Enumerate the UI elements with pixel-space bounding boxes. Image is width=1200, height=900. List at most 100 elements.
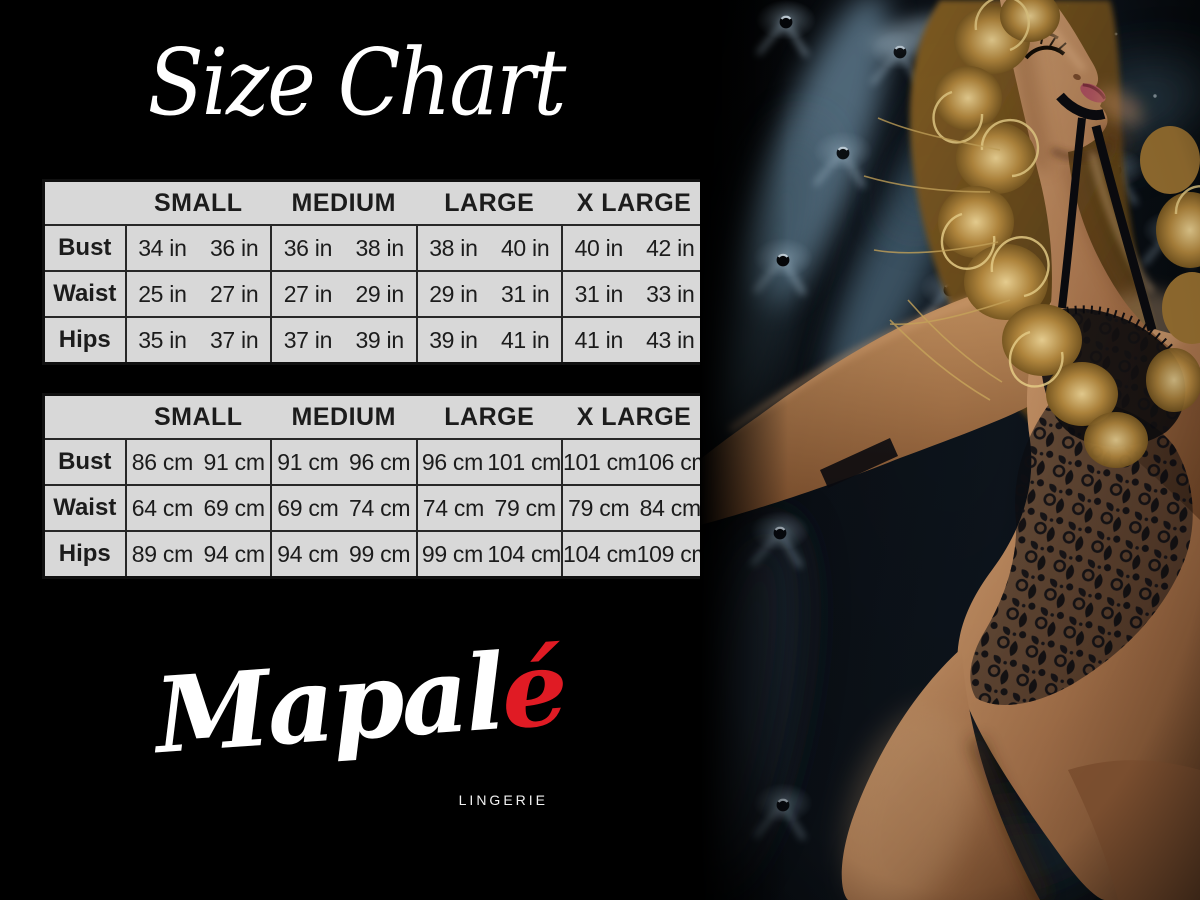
- measurement-value: 41 in: [574, 326, 624, 353]
- table-header-row: SMALL MEDIUM LARGE X LARGE: [43, 180, 708, 226]
- measurement-value: 41 in: [500, 326, 550, 353]
- model-photo: [700, 0, 1200, 900]
- column-header-small: SMALL: [125, 394, 271, 440]
- brand-name-main: Mapal: [151, 630, 506, 778]
- measurement-value: 39 in: [429, 326, 478, 353]
- measurement-value: 109 cm: [636, 540, 711, 567]
- measurement-value: 84 cm: [639, 494, 701, 521]
- measurement-value: 31 in: [574, 280, 624, 307]
- measurement-value: 39 in: [355, 326, 404, 353]
- measurement-cell: 74 cm 79 cm: [415, 484, 563, 532]
- table-row-waist: Waist 64 cm 69 cm 69 cm 74 cm 74 cm 79 c…: [42, 484, 709, 532]
- measurement-value: 27 in: [283, 280, 333, 307]
- measurement-value: 43 in: [646, 326, 695, 353]
- measurement-value: 91 cm: [203, 448, 265, 475]
- measurement-cell: 91 cm 96 cm: [270, 438, 418, 486]
- corner-cell: [43, 394, 126, 440]
- row-label: Bust: [42, 438, 127, 486]
- measurement-cell: 89 cm 94 cm: [124, 530, 272, 579]
- table-row-hips: Hips 35 in 37 in 37 in 39 in 39 in 41 in…: [42, 316, 709, 365]
- measurement-cell: 34 in 36 in: [124, 224, 272, 272]
- measurement-value: 34 in: [138, 234, 187, 261]
- measurement-value: 99 cm: [421, 540, 483, 567]
- table-row-bust: Bust 34 in 36 in 36 in 38 in 38 in 40 in…: [42, 224, 709, 272]
- size-table-cm: SMALL MEDIUM LARGE X LARGE Bust 86 cm 91…: [42, 393, 711, 579]
- measurement-value: 40 in: [500, 234, 550, 261]
- table-row-hips: Hips 89 cm 94 cm 94 cm 99 cm 99 cm 104 c…: [42, 530, 711, 579]
- table-row-bust: Bust 86 cm 91 cm 91 cm 96 cm 96 cm 101 c…: [42, 438, 711, 486]
- measurement-cell: 96 cm 101 cm: [415, 438, 563, 486]
- row-label: Hips: [42, 530, 127, 579]
- measurement-value: 40 in: [574, 234, 624, 261]
- measurement-cell: 38 in 40 in: [415, 224, 563, 272]
- measurement-value: 29 in: [429, 280, 478, 307]
- size-table-inches: SMALL MEDIUM LARGE X LARGE Bust 34 in 36…: [42, 179, 709, 365]
- measurement-cell: 94 cm 99 cm: [270, 530, 418, 579]
- column-header-small: SMALL: [125, 180, 271, 226]
- row-label: Bust: [42, 224, 127, 272]
- measurement-cell: 36 in 38 in: [270, 224, 418, 272]
- measurement-value: 96 cm: [349, 448, 411, 475]
- measurement-value: 74 cm: [349, 494, 411, 521]
- measurement-value: 36 in: [283, 234, 333, 261]
- measurement-value: 99 cm: [349, 540, 411, 567]
- measurement-cell: 79 cm 84 cm: [561, 484, 709, 532]
- row-label: Waist: [42, 484, 127, 532]
- measurement-cell: 99 cm 104 cm: [415, 530, 563, 579]
- measurement-value: 36 in: [209, 234, 259, 261]
- measurement-cell: 104 cm 109 cm: [561, 530, 711, 579]
- measurement-value: 104 cm: [487, 540, 561, 567]
- table-row-waist: Waist 25 in 27 in 27 in 29 in 29 in 31 i…: [42, 270, 709, 318]
- column-header-medium: MEDIUM: [271, 394, 417, 440]
- measurement-value: 33 in: [646, 280, 695, 307]
- column-header-large: LARGE: [416, 180, 562, 226]
- measurement-cell: 41 in 43 in: [561, 316, 709, 365]
- measurement-value: 37 in: [209, 326, 259, 353]
- measurement-cell: 31 in 33 in: [561, 270, 709, 318]
- measurement-value: 104 cm: [563, 540, 637, 567]
- measurement-value: 38 in: [429, 234, 478, 261]
- row-label: Waist: [42, 270, 127, 318]
- measurement-cell: 29 in 31 in: [415, 270, 563, 318]
- column-header-xlarge: X LARGE: [562, 394, 708, 440]
- measurement-value: 64 cm: [131, 494, 193, 521]
- page-title: Size Chart: [147, 30, 567, 137]
- measurement-cell: 40 in 42 in: [561, 224, 709, 272]
- measurement-value: 42 in: [646, 234, 695, 261]
- measurement-value: 74 cm: [422, 494, 484, 521]
- measurement-value: 29 in: [355, 280, 404, 307]
- measurement-value: 86 cm: [131, 448, 193, 475]
- measurement-value: 79 cm: [494, 494, 556, 521]
- measurement-cell: 64 cm 69 cm: [124, 484, 272, 532]
- brand-logo: Mapalé LINGERIE: [130, 626, 590, 840]
- measurement-cell: 35 in 37 in: [124, 316, 272, 365]
- measurement-value: 106 cm: [636, 448, 711, 475]
- measurement-value: 96 cm: [421, 448, 483, 475]
- measurement-value: 27 in: [209, 280, 259, 307]
- column-header-large: LARGE: [416, 394, 562, 440]
- column-header-medium: MEDIUM: [271, 180, 417, 226]
- measurement-value: 69 cm: [277, 494, 339, 521]
- measurement-value: 101 cm: [563, 448, 637, 475]
- measurement-value: 91 cm: [277, 448, 339, 475]
- brand-tagline: LINGERIE: [458, 792, 548, 808]
- measurement-value: 101 cm: [487, 448, 561, 475]
- measurement-cell: 27 in 29 in: [270, 270, 418, 318]
- measurement-value: 38 in: [355, 234, 404, 261]
- measurement-cell: 101 cm 106 cm: [561, 438, 711, 486]
- measurement-value: 79 cm: [568, 494, 630, 521]
- measurement-cell: 69 cm 74 cm: [270, 484, 418, 532]
- corner-cell: [43, 180, 126, 226]
- measurement-cell: 39 in 41 in: [415, 316, 563, 365]
- table-header-row: SMALL MEDIUM LARGE X LARGE: [43, 394, 708, 440]
- measurement-cell: 25 in 27 in: [124, 270, 272, 318]
- measurement-value: 69 cm: [203, 494, 265, 521]
- measurement-value: 25 in: [138, 280, 187, 307]
- column-header-xlarge: X LARGE: [562, 180, 708, 226]
- measurement-value: 94 cm: [277, 540, 339, 567]
- measurement-cell: 86 cm 91 cm: [124, 438, 272, 486]
- measurement-cell: 37 in 39 in: [270, 316, 418, 365]
- left-edge-fade: [700, 0, 788, 900]
- measurement-value: 94 cm: [203, 540, 265, 567]
